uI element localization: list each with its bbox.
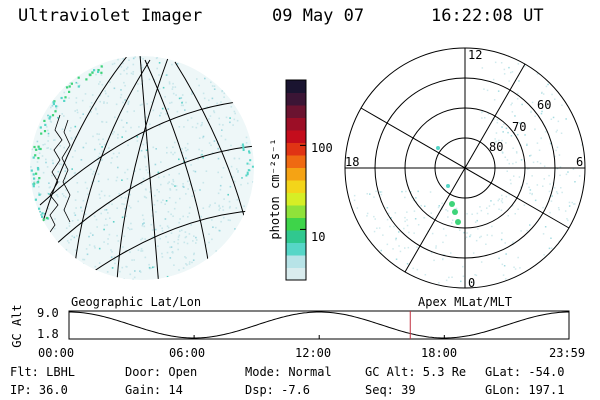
date-label: 09 May 07 xyxy=(272,6,365,26)
colorbar-cell xyxy=(286,80,306,93)
orbit-xtick-2: 12:00 xyxy=(295,346,332,360)
colorbar-cell xyxy=(286,230,306,243)
status-glat: GLat: -54.0 xyxy=(485,365,565,379)
mlt-label-6: 6 xyxy=(576,155,584,169)
status-door: Door: Open xyxy=(125,365,198,379)
limb-emission xyxy=(30,65,254,221)
orbit-xtick-3: 18:00 xyxy=(421,346,458,360)
status-seq: Seq: 39 xyxy=(365,383,416,397)
colorbar-cell xyxy=(286,117,306,131)
orbit-ylabel: GC Alt xyxy=(10,304,24,348)
polar-emission-speckle xyxy=(353,61,585,288)
lat-label-70: 70 xyxy=(512,120,527,134)
colorbar-cell xyxy=(286,180,306,193)
mlt-label-18: 18 xyxy=(345,155,360,169)
status-glon: GLon: 197.1 xyxy=(485,383,565,397)
emission-spot xyxy=(449,201,455,207)
orbit-xtick-1: 06:00 xyxy=(169,346,206,360)
polar-plot xyxy=(344,47,586,289)
orbit-ytick-min: 1.8 xyxy=(37,327,59,341)
orbit-xtick-4: 23:59 xyxy=(549,346,586,360)
status-gcalt: GC Alt: 5.3 Re xyxy=(365,365,467,379)
time-label: 16:22:08 UT xyxy=(431,6,544,26)
orbit-plot xyxy=(68,310,570,340)
emission-spot xyxy=(455,219,461,225)
colorbar-cell xyxy=(286,142,306,156)
mlt-label-12: 12 xyxy=(468,48,483,62)
latitude-grid xyxy=(33,99,254,280)
colorbar xyxy=(285,79,307,281)
colorbar-cell xyxy=(286,130,306,143)
colorbar-cell xyxy=(286,242,306,256)
status-flt: Flt: LBHL xyxy=(10,365,76,379)
status-dsp: Dsp: -7.6 xyxy=(245,383,311,397)
lat-label-80: 80 xyxy=(489,140,504,154)
colorbar-cell xyxy=(286,255,306,268)
colorbar-label: photon cm⁻²s⁻¹ xyxy=(268,138,282,240)
status-ip: IP: 36.0 xyxy=(10,383,68,397)
colorbar-tick-100: 100 xyxy=(311,141,333,155)
emission-spot xyxy=(452,209,458,215)
instrument-title: Ultraviolet Imager xyxy=(18,6,203,26)
colorbar-cell xyxy=(286,167,306,181)
mlt-label-0: 0 xyxy=(468,276,476,290)
lat-label-60: 60 xyxy=(537,98,552,112)
geographic-image xyxy=(30,56,254,280)
projection-label: Geographic Lat/Lon xyxy=(71,295,202,309)
emission-spot xyxy=(436,146,440,150)
colorbar-cell xyxy=(286,105,306,118)
orbit-ytick-max: 9.0 xyxy=(37,306,59,320)
orbit-xtick-0: 00:00 xyxy=(38,346,75,360)
polar-coord-label: Apex MLat/MLT xyxy=(418,295,512,309)
status-gain: Gain: 14 xyxy=(125,383,183,397)
colorbar-cell xyxy=(286,217,306,231)
orbit-altitude-curve xyxy=(69,311,569,339)
colorbar-cell xyxy=(286,92,306,106)
colorbar-cell xyxy=(286,155,306,168)
colorbar-cell xyxy=(286,267,306,281)
uv-emission-speckle xyxy=(30,56,254,280)
status-mode: Mode: Normal xyxy=(245,365,332,379)
colorbar-cell xyxy=(286,205,306,218)
colorbar-cell xyxy=(286,192,306,206)
emission-spot xyxy=(446,184,450,188)
colorbar-tick-10: 10 xyxy=(311,230,326,244)
